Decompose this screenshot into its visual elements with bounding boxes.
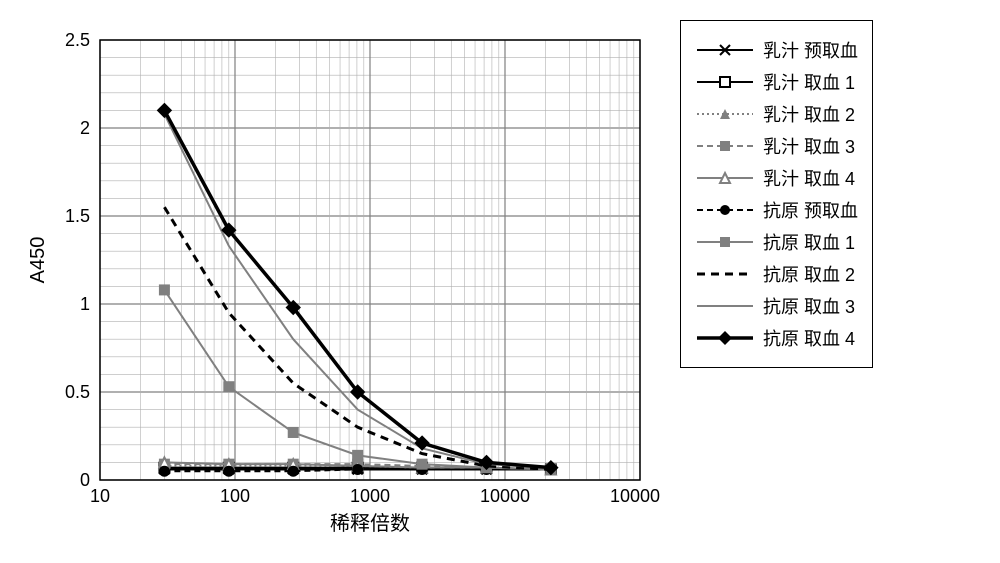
y-axis-label: A450 [27,237,49,284]
legend-swatch [695,298,755,314]
legend-label: 抗原 取血 4 [763,325,855,351]
legend-label: 乳汁 取血 4 [763,165,855,191]
legend-label: 乳汁 取血 2 [763,101,855,127]
legend-item-milk_b4: 乳汁 取血 4 [695,165,858,191]
svg-text:100: 100 [220,486,250,506]
svg-text:2.5: 2.5 [65,30,90,50]
legend-label: 抗原 取血 3 [763,293,855,319]
svg-text:1000: 1000 [350,486,390,506]
svg-text:10000: 10000 [480,486,530,506]
legend: 乳汁 预取血乳汁 取血 1 乳汁 取血 2 乳汁 取血 3 乳汁 取血 4 抗原 预取血… [680,20,873,368]
legend-swatch [695,234,755,250]
legend-label: 抗原 取血 1 [763,229,855,255]
chart-canvas: 0 0.5 1 1.5 2 2.5 10 100 1000 10000 100000 A450 稀释倍数 [20,20,660,540]
legend-label: 乳汁 预取血 [763,37,858,63]
legend-swatch [695,170,755,186]
legend-swatch [695,42,755,58]
legend-item-milk_pre: 乳汁 预取血 [695,37,858,63]
svg-text:0: 0 [80,470,90,490]
svg-text:1: 1 [80,294,90,314]
legend-item-milk_b2: 乳汁 取血 2 [695,101,858,127]
x-axis-label: 稀释倍数 [330,512,410,535]
legend-swatch [695,202,755,218]
legend-item-milk_b1: 乳汁 取血 1 [695,69,858,95]
legend-item-ag_b4: 抗原 取血 4 [695,325,858,351]
svg-text:10: 10 [90,486,110,506]
svg-text:0.5: 0.5 [65,382,90,402]
legend-label: 抗原 预取血 [763,197,858,223]
legend-label: 抗原 取血 2 [763,261,855,287]
svg-text:100000: 100000 [610,486,660,506]
legend-item-ag_b2: 抗原 取血 2 [695,261,858,287]
legend-swatch [695,266,755,282]
legend-swatch [695,330,755,346]
legend-swatch [695,74,755,90]
legend-item-ag_b1: 抗原 取血 1 [695,229,858,255]
legend-label: 乳汁 取血 1 [763,69,855,95]
legend-item-ag_pre: 抗原 预取血 [695,197,858,223]
svg-text:2: 2 [80,118,90,138]
legend-swatch [695,106,755,122]
legend-label: 乳汁 取血 3 [763,133,855,159]
legend-swatch [695,138,755,154]
legend-item-ag_b3: 抗原 取血 3 [695,293,858,319]
svg-text:1.5: 1.5 [65,206,90,226]
legend-item-milk_b3: 乳汁 取血 3 [695,133,858,159]
line-chart: 0 0.5 1 1.5 2 2.5 10 100 1000 10000 100000 A450 稀释倍数 [20,20,660,540]
